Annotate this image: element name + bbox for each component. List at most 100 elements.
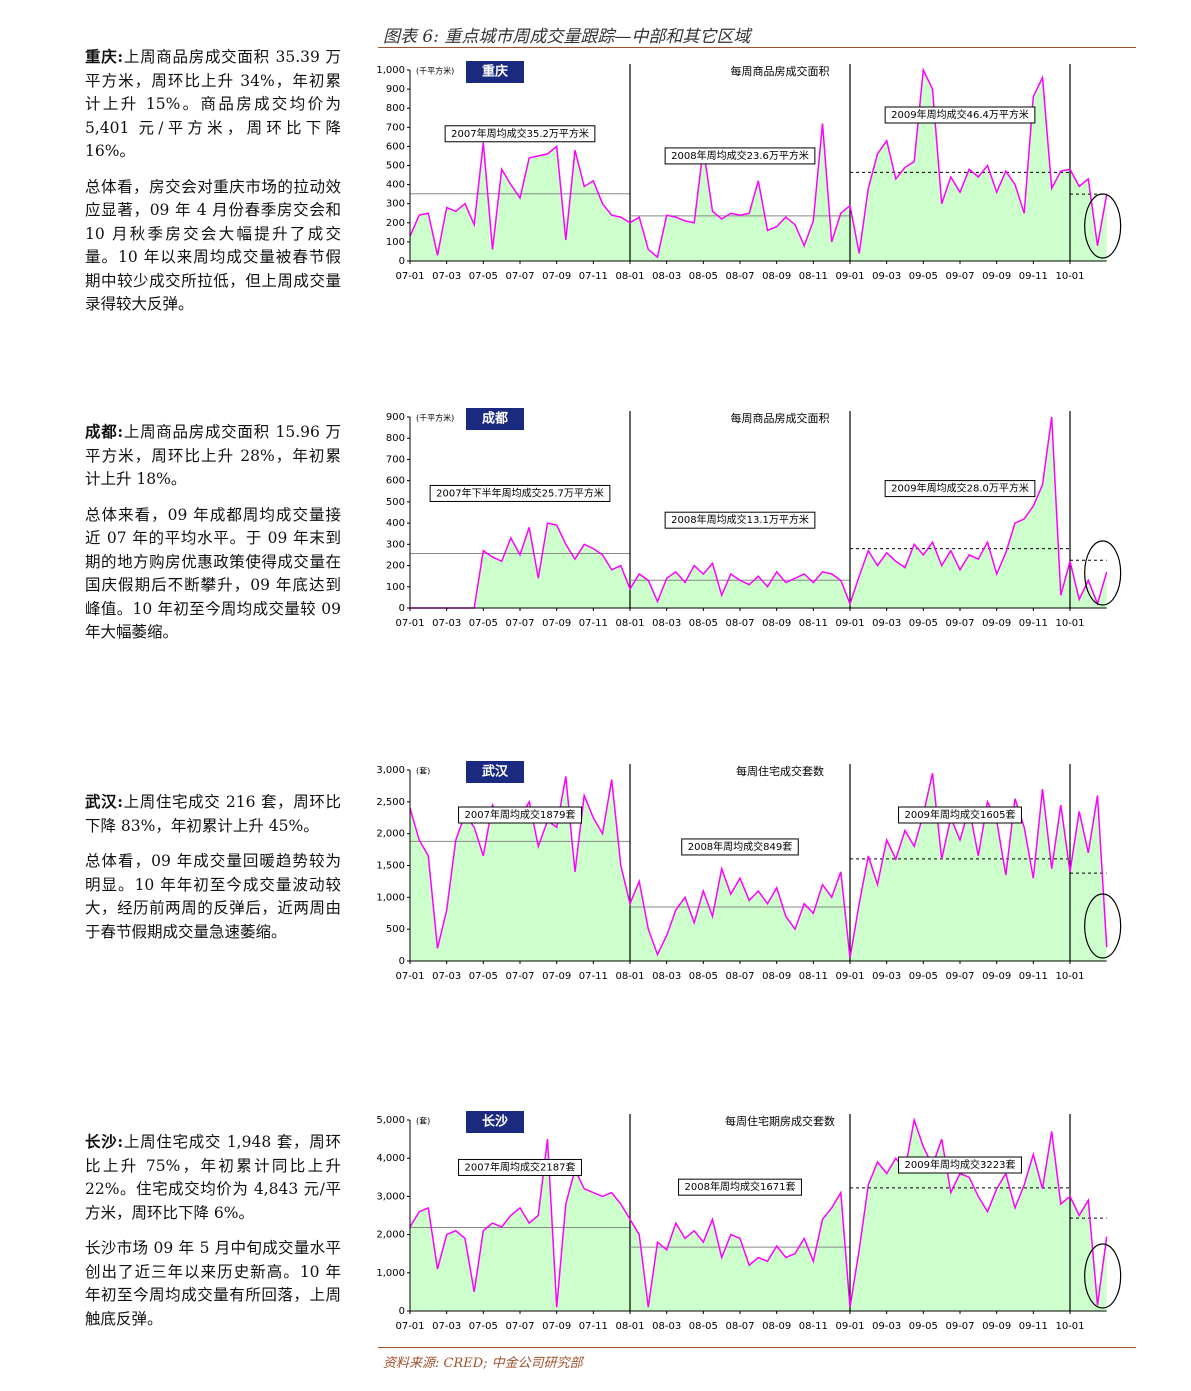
city-tag: 成都 [482, 411, 508, 427]
average-label: 2008年周均成交23.6万平方米 [671, 149, 809, 162]
x-tick-label: 07-05 [469, 618, 498, 629]
highlight-circle [1084, 1243, 1122, 1309]
x-tick-label: 09-01 [835, 618, 864, 629]
y-tick-label: 300 [386, 539, 405, 550]
figure-title: 图表 6: 重点城市周成交量跟踪—中部和其它区域 [383, 27, 751, 47]
area-fill [410, 70, 1107, 261]
x-tick-label: 07-01 [395, 1321, 424, 1332]
y-tick-label: 100 [386, 237, 405, 248]
paragraph: 总体看，09 年成交量回暖趋势较为明显。10 年年初至今成交量波动较大，经历前两… [85, 850, 341, 944]
unit-label: (套) [416, 1116, 430, 1126]
x-tick-label: 08-01 [615, 1321, 644, 1332]
average-label-box [458, 806, 582, 824]
x-tick-label: 08-03 [652, 1321, 681, 1332]
x-tick-label: 10-01 [1055, 1321, 1084, 1332]
x-tick-label: 08-09 [762, 271, 791, 282]
average-label-box [898, 806, 1022, 824]
note-lead: 长沙: [85, 1132, 124, 1151]
paragraph: 武汉:上周住宅成交 216 套，周环比下降 83%，年初累计上升 45%。 [85, 790, 341, 838]
x-tick-label: 09-03 [872, 618, 901, 629]
note-text: 长沙市场 09 年 5 月中旬成交量水平创出了近三年以来历史新高。10 年年初至… [85, 1239, 341, 1328]
y-tick-label: 500 [386, 161, 405, 172]
series-line [410, 416, 1108, 609]
x-tick-label: 07-05 [469, 1321, 498, 1332]
x-tick-label: 08-11 [799, 971, 828, 982]
highlight-circle [1084, 540, 1122, 606]
x-tick-label: 09-09 [982, 271, 1011, 282]
note-lead: 成都: [85, 422, 124, 441]
y-tick-label: 400 [386, 518, 405, 529]
y-tick-label: 700 [386, 454, 405, 465]
x-tick-label: 07-11 [579, 971, 608, 982]
y-tick-label: 800 [386, 433, 405, 444]
average-label: 2007年周均成交35.2万平方米 [451, 127, 589, 140]
y-tick-label: 200 [386, 561, 405, 572]
note-text: 上周商品房成交面积 35.39 万平方米，周环比上升 34%，年初累计上升 15… [85, 48, 341, 160]
x-tick-label: 09-07 [945, 618, 974, 629]
x-tick-label: 09-03 [872, 1321, 901, 1332]
x-tick-label: 08-01 [615, 271, 644, 282]
note-lead: 武汉: [85, 792, 123, 811]
x-tick-label: 07-11 [579, 271, 608, 282]
x-tick-label: 07-09 [542, 271, 571, 282]
chart-title: 每周住宅成交套数 [736, 764, 824, 778]
y-tick-label: 900 [386, 84, 405, 95]
y-tick-label: 200 [386, 218, 405, 229]
x-tick-label: 09-01 [835, 271, 864, 282]
highlight-circle [1084, 193, 1122, 259]
city-tag: 武汉 [482, 764, 509, 780]
average-label-box [884, 106, 1036, 124]
top-rule [378, 47, 1136, 48]
x-tick-label: 08-11 [799, 618, 828, 629]
x-tick-label: 10-01 [1055, 271, 1084, 282]
y-tick-label: 0 [399, 256, 405, 267]
average-label-box [429, 484, 611, 502]
x-tick-label: 10-01 [1055, 618, 1084, 629]
x-tick-label: 09-03 [872, 971, 901, 982]
x-tick-label: 08-11 [799, 271, 828, 282]
chart: 2007年周均成交2187套 2008年周均成交1671套 2009年周均成交322… [376, 1111, 1122, 1332]
unit-label: (千平方米) [416, 413, 454, 423]
chart-title: 每周商品房成交面积 [731, 64, 830, 78]
x-tick-label: 08-01 [615, 618, 644, 629]
x-tick-label: 07-11 [579, 618, 608, 629]
highlight-circle [1084, 893, 1122, 959]
x-tick-label: 08-07 [725, 271, 754, 282]
x-tick-label: 08-09 [762, 971, 791, 982]
x-tick-label: 09-05 [909, 971, 938, 982]
y-tick-label: 1,500 [376, 861, 405, 872]
y-tick-label: 400 [386, 180, 405, 191]
x-tick-label: 07-03 [432, 271, 461, 282]
x-tick-label: 07-09 [542, 1321, 571, 1332]
x-tick-label: 07-11 [579, 1321, 608, 1332]
x-tick-label: 08-05 [689, 618, 718, 629]
paragraph: 成都:上周商品房成交面积 15.96 万平方米，周环比上升 28%，年初累计上升… [85, 420, 341, 492]
average-label: 2008年周均成交13.1万平方米 [671, 513, 809, 526]
bottom-rule [378, 1347, 1136, 1348]
x-tick-label: 07-09 [542, 618, 571, 629]
x-tick-label: 07-03 [432, 971, 461, 982]
chart-title: 每周住宅期房成交套数 [725, 1114, 835, 1128]
y-tick-label: 1,000 [376, 892, 405, 903]
average-label: 2007年周均成交1879套 [465, 808, 576, 821]
note-text: 总体看，09 年成交量回暖趋势较为明显。10 年年初至今成交量波动较大，经历前两… [85, 852, 341, 941]
y-tick-label: 2,000 [376, 1230, 405, 1241]
x-tick-label: 09-09 [982, 971, 1011, 982]
paragraph: 长沙市场 09 年 5 月中旬成交量水平创出了近三年以来历史新高。10 年年初至… [85, 1237, 341, 1331]
series-line [409, 67, 1108, 259]
note: 武汉:上周住宅成交 216 套，周环比下降 83%，年初累计上升 45%。总体看… [85, 790, 341, 956]
x-tick-label: 07-01 [395, 271, 424, 282]
x-tick-label: 09-07 [945, 271, 974, 282]
note-text: 上周住宅成交 1,948 套，周环比上升 75%，年初累计同比上升 22%。住宅… [85, 1133, 341, 1222]
y-tick-label: 3,000 [376, 1191, 405, 1202]
average-label: 2007年下半年周均成交25.7万平方米 [436, 486, 604, 499]
x-tick-label: 08-07 [725, 618, 754, 629]
x-tick-label: 08-11 [799, 1321, 828, 1332]
x-tick-label: 08-03 [652, 618, 681, 629]
x-tick-label: 07-07 [505, 971, 534, 982]
unit-label: (套) [416, 766, 430, 776]
city-tag-box [466, 761, 524, 783]
area-fill [410, 417, 1107, 608]
x-tick-label: 08-07 [725, 1321, 754, 1332]
